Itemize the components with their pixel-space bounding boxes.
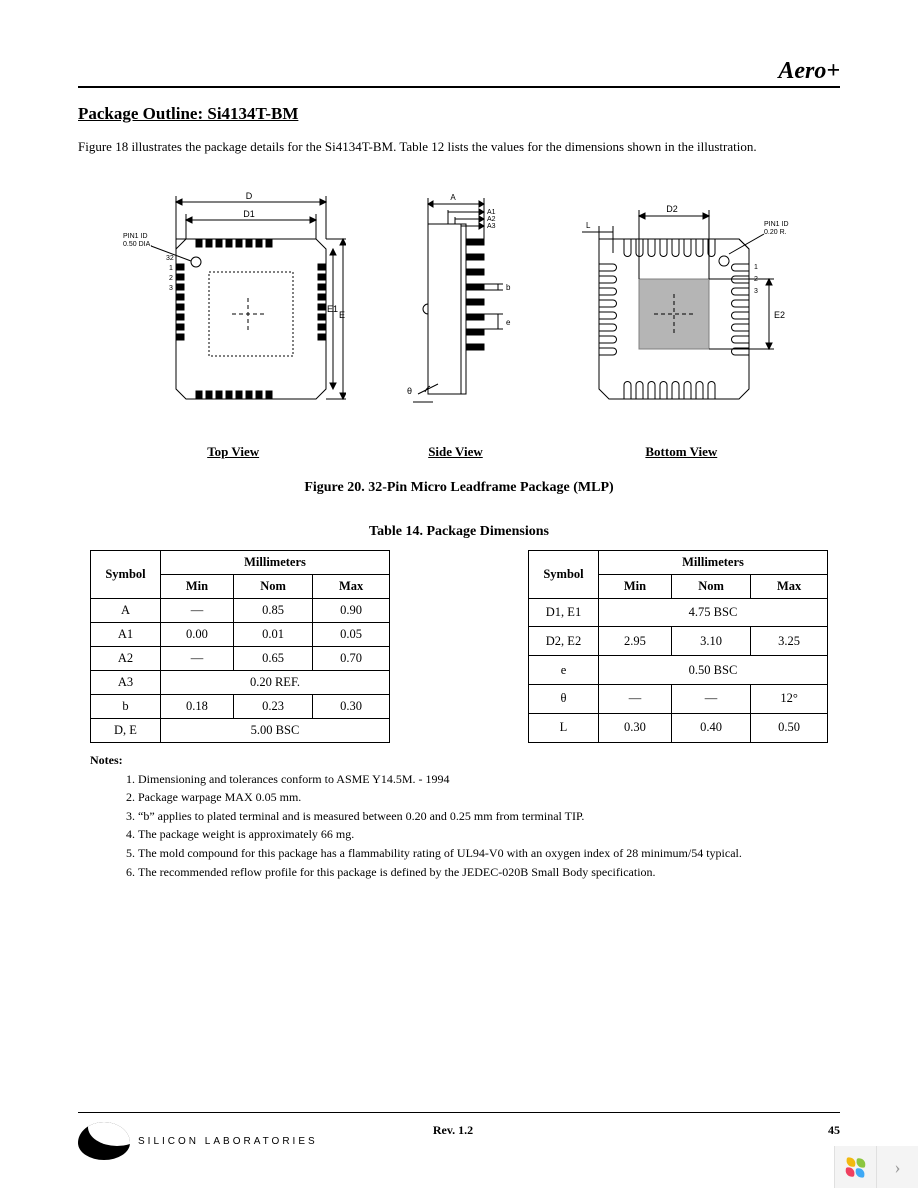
svg-text:3: 3 [754, 288, 758, 295]
th-mm: Millimeters [599, 550, 828, 574]
table-row: A2—0.650.70 [91, 646, 390, 670]
footer-rev: Rev. 1.2 [433, 1123, 473, 1138]
dimensions-table-right: Symbol Millimeters Min Nom Max D1, E14.7… [528, 550, 828, 743]
svg-text:PIN1 ID: PIN1 ID [123, 233, 148, 240]
svg-text:E: E [339, 310, 345, 320]
top-view-svg: D D1 E E1 PIN1 ID 0.50 DIA. 32 1 2 3 [121, 184, 346, 429]
petal-icon [845, 1167, 855, 1177]
note-item: The recommended reflow profile for this … [138, 865, 828, 881]
th-nom: Nom [233, 574, 312, 598]
notes-section: Notes: Dimensioning and tolerances confo… [90, 753, 828, 881]
th-max: Max [313, 574, 390, 598]
table-row: L0.300.400.50 [529, 713, 828, 742]
section-title: Package Outline: Si4134T-BM [78, 104, 840, 124]
note-item: The mold compound for this package has a… [138, 846, 828, 862]
th-symbol: Symbol [91, 550, 161, 598]
diagram-side-view: A A1 A2 A3 b e θ Side View [368, 184, 542, 462]
side-view-svg: A A1 A2 A3 b e θ [383, 184, 528, 429]
petal-icon [846, 1157, 856, 1167]
th-symbol: Symbol [529, 550, 599, 598]
header-rule [78, 86, 840, 88]
th-nom: Nom [671, 574, 750, 598]
svg-text:3: 3 [169, 285, 173, 292]
svg-text:A1: A1 [487, 209, 496, 216]
svg-text:0.50 DIA.: 0.50 DIA. [123, 241, 152, 248]
section-intro: Figure 18 illustrates the package detail… [78, 138, 840, 156]
svg-text:D: D [245, 191, 252, 201]
th-min: Min [599, 574, 672, 598]
top-view-label: Top View [183, 444, 283, 462]
table-title: Table 14. Package Dimensions [78, 524, 840, 540]
table-row: A10.000.010.05 [91, 622, 390, 646]
table-row: D1, E14.75 BSC [529, 598, 828, 627]
footer-page: 45 [828, 1123, 840, 1138]
table-row: D, E5.00 BSC [91, 718, 390, 742]
petal-icon [855, 1168, 865, 1178]
table-row: A30.20 REF. [91, 670, 390, 694]
svg-text:D1: D1 [243, 209, 255, 219]
th-min: Min [161, 574, 234, 598]
svg-text:e: e [506, 318, 511, 327]
svg-text:D2: D2 [666, 204, 678, 214]
petal-icon [856, 1158, 866, 1168]
chevron-right-icon: › [895, 1157, 901, 1178]
note-item: Dimensioning and tolerances conform to A… [138, 772, 828, 788]
svg-text:b: b [506, 283, 511, 292]
svg-text:0.20 R.: 0.20 R. [764, 229, 787, 236]
bottom-view-svg: D2 L E2 PIN1 ID 0.20 R. 1 2 3 [564, 184, 799, 429]
th-max: Max [751, 574, 828, 598]
th-mm: Millimeters [161, 550, 390, 574]
svg-text:E2: E2 [774, 310, 785, 320]
svg-text:A3: A3 [487, 223, 496, 230]
logo-swoosh-icon [78, 1122, 130, 1160]
nav-apps-button[interactable] [834, 1146, 876, 1188]
bottom-view-label: Bottom View [631, 444, 731, 462]
note-item: Package warpage MAX 0.05 mm. [138, 790, 828, 806]
note-item: “b” applies to plated terminal and is me… [138, 809, 828, 825]
table-row: θ——12° [529, 684, 828, 713]
nav-next-button[interactable]: › [876, 1146, 918, 1188]
tables-row: Symbol Millimeters Min Nom Max A—0.850.9… [90, 550, 828, 743]
figure-caption: Figure 20. 32-Pin Micro Leadframe Packag… [78, 480, 840, 496]
header-brand: Aero+ [778, 58, 840, 85]
svg-text:PIN1 ID: PIN1 ID [764, 221, 789, 228]
svg-text:θ: θ [407, 386, 412, 396]
diagram-bottom-view: D2 L E2 PIN1 ID 0.20 R. 1 2 3 Bottom Vie… [563, 184, 800, 462]
dimensions-table-left: Symbol Millimeters Min Nom Max A—0.850.9… [90, 550, 390, 743]
company-name: SILICON LABORATORIES [138, 1136, 318, 1147]
svg-text:2: 2 [754, 276, 758, 283]
notes-list: Dimensioning and tolerances conform to A… [138, 772, 828, 881]
company-logo: SILICON LABORATORIES [78, 1122, 318, 1160]
svg-text:A: A [450, 193, 456, 202]
svg-text:1: 1 [754, 264, 758, 271]
svg-text:A2: A2 [487, 216, 496, 223]
table-row: b0.180.230.30 [91, 694, 390, 718]
svg-text:32: 32 [166, 255, 174, 262]
svg-text:1: 1 [169, 265, 173, 272]
svg-text:2: 2 [169, 275, 173, 282]
note-item: The package weight is approximately 66 m… [138, 827, 828, 843]
diagram-top-view: D D1 E E1 PIN1 ID 0.50 DIA. 32 1 2 3 Top… [118, 184, 348, 462]
svg-text:E1: E1 [327, 304, 338, 314]
diagrams-row: D D1 E E1 PIN1 ID 0.50 DIA. 32 1 2 3 Top… [118, 184, 800, 462]
table-row: A—0.850.90 [91, 598, 390, 622]
table-row: D2, E22.953.103.25 [529, 627, 828, 656]
notes-heading: Notes: [90, 753, 828, 768]
table-row: e0.50 BSC [529, 656, 828, 685]
side-view-label: Side View [405, 444, 505, 462]
nav-widget: › [834, 1146, 918, 1188]
svg-text:L: L [586, 221, 591, 230]
